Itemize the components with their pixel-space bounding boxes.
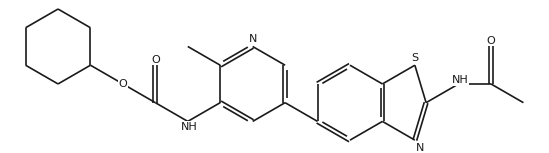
Text: S: S [411, 53, 418, 63]
Text: N: N [416, 143, 425, 153]
Text: O: O [119, 79, 127, 89]
Text: NH: NH [452, 75, 469, 85]
Text: O: O [486, 36, 495, 46]
Text: N: N [249, 34, 257, 44]
Text: NH: NH [181, 122, 198, 132]
Text: O: O [151, 55, 160, 65]
